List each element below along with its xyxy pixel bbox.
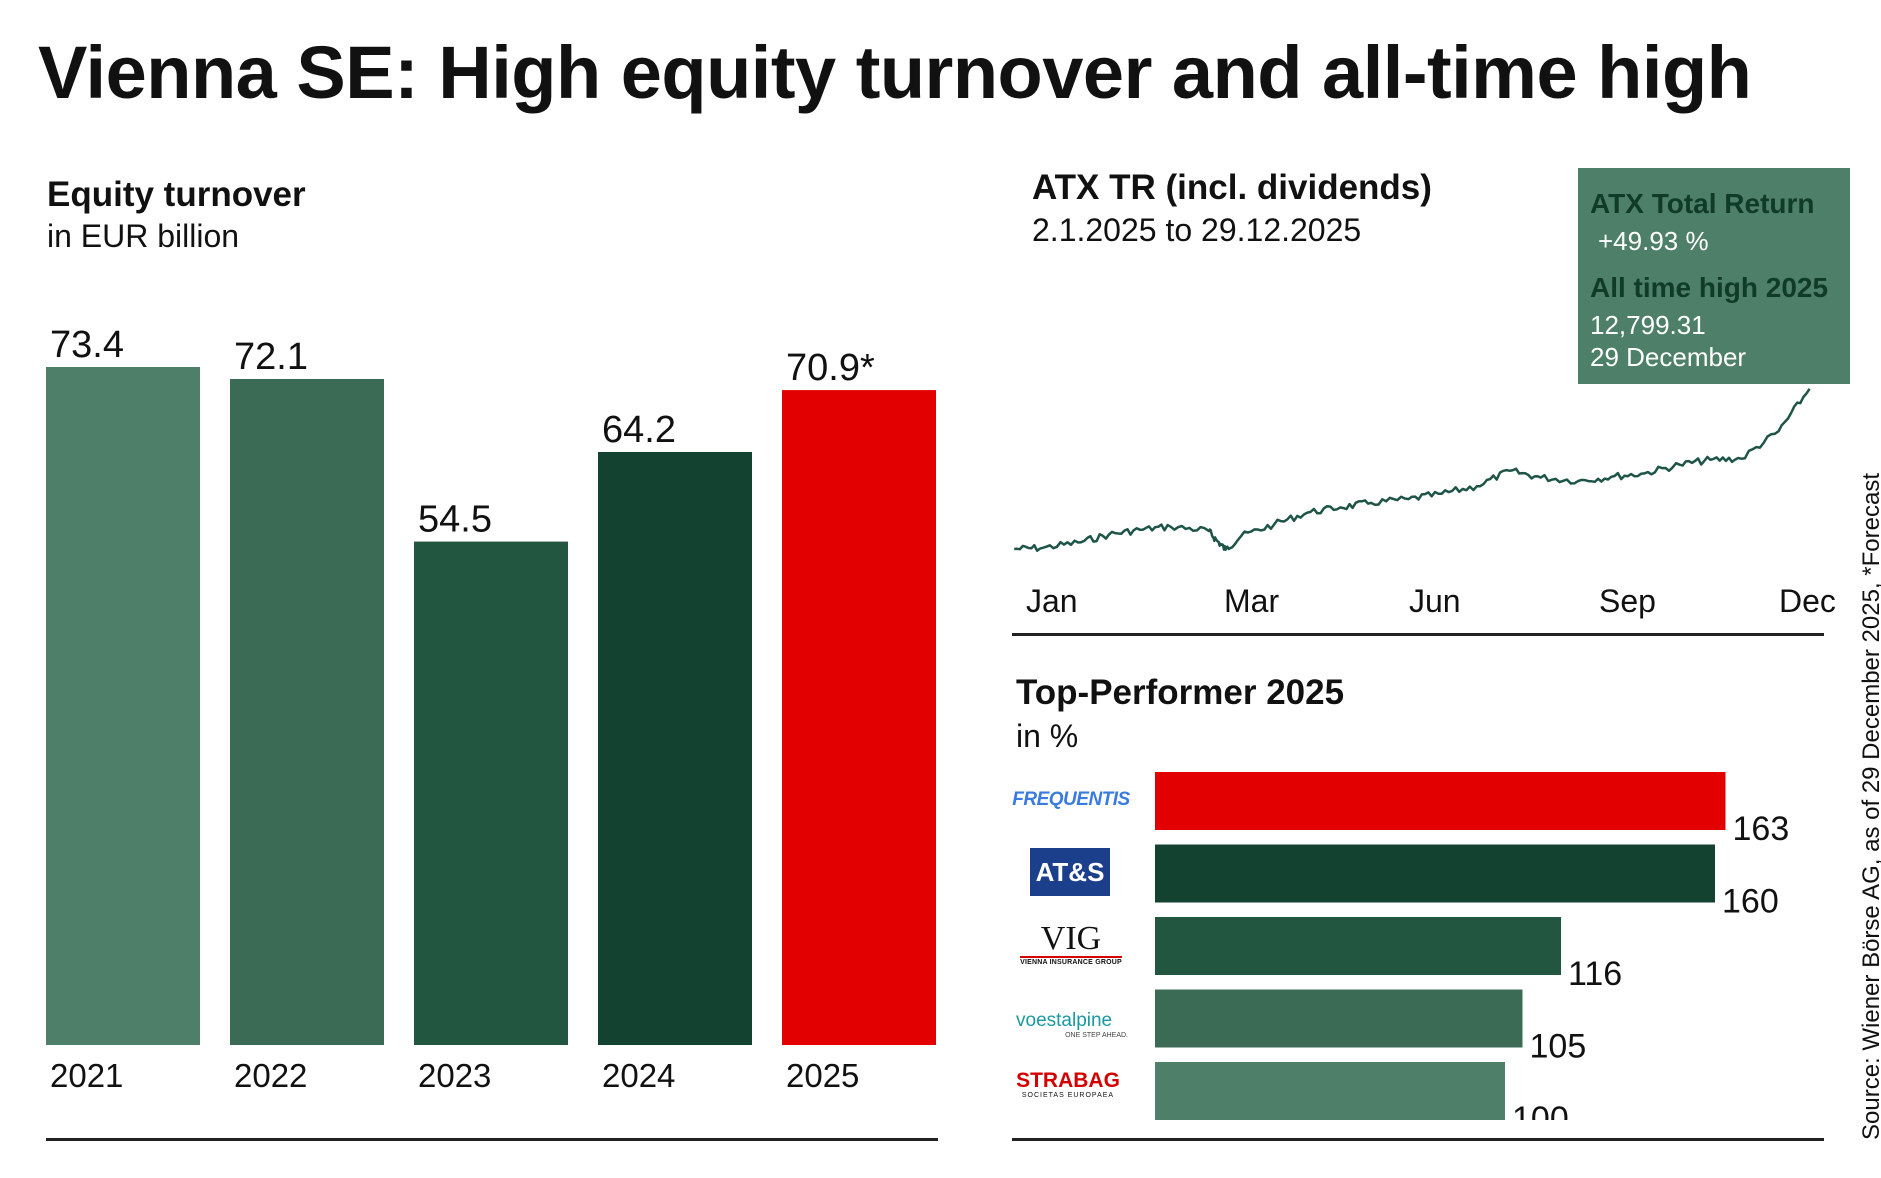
performer-value-label-2: 116 bbox=[1568, 955, 1622, 993]
bar-2021 bbox=[46, 367, 200, 1045]
performer-value-label-3: 105 bbox=[1530, 1028, 1587, 1066]
equity-turnover-subtitle: in EUR billion bbox=[47, 218, 240, 254]
voestalpine-logo: voestalpine ONE STEP AHEAD. bbox=[1016, 1004, 1128, 1044]
bar-category-label-2023: 2023 bbox=[418, 1057, 491, 1094]
total-return-label: ATX Total Return bbox=[1590, 188, 1815, 219]
frequentis-logo: FREQUENTIS bbox=[1012, 782, 1130, 818]
strabag-logo-text: STRABAG bbox=[1016, 1068, 1120, 1092]
equity-turnover-title: Equity turnover bbox=[47, 175, 306, 214]
performer-bar-0 bbox=[1155, 772, 1726, 830]
frequentis-logo-text: FREQUENTIS bbox=[1012, 789, 1130, 810]
bar-value-label-2024: 64.2 bbox=[602, 409, 676, 451]
atx-xtick-Jun: Jun bbox=[1409, 583, 1461, 619]
bar-value-label-2025: 70.9* bbox=[786, 347, 875, 389]
performer-bar-4 bbox=[1155, 1062, 1505, 1120]
top-performer-baseline-rule bbox=[1012, 1138, 1824, 1141]
equity-turnover-baseline-rule bbox=[46, 1138, 938, 1141]
atx-xtick-Sep: Sep bbox=[1599, 583, 1656, 619]
vig-logo: VIG VIENNA INSURANCE GROUP bbox=[1016, 918, 1126, 970]
source-note: Source: Wiener Börse AG, as of 29 Decemb… bbox=[1858, 473, 1881, 1140]
page-title: Vienna SE: High equity turnover and all-… bbox=[38, 31, 1752, 114]
bar-2022 bbox=[230, 379, 384, 1045]
vig-logo-text: VIG bbox=[1040, 920, 1102, 957]
voestalpine-logo-text: voestalpine bbox=[1016, 1009, 1113, 1031]
performer-bar-1 bbox=[1155, 844, 1715, 903]
strabag-logo-subtext: SOCIETAS EUROPAEA bbox=[1021, 1091, 1115, 1099]
performer-bar-2 bbox=[1155, 917, 1561, 975]
bar-category-label-2022: 2022 bbox=[234, 1057, 307, 1094]
vig-logo-subtext: VIENNA INSURANCE GROUP bbox=[1020, 956, 1122, 966]
top-performer-title: Top-Performer 2025 bbox=[1016, 673, 1345, 712]
bar-value-label-2021: 73.4 bbox=[50, 324, 124, 366]
atx-info-box: ATX Total Return +49.93 % All time high … bbox=[1578, 168, 1850, 384]
top-performer-chart: 163 160 116 105 100 bbox=[1155, 772, 1790, 1120]
performer-value-label-1: 160 bbox=[1722, 883, 1779, 921]
performer-value-label-0: 163 bbox=[1733, 810, 1790, 848]
all-time-high-date: 29 December bbox=[1590, 342, 1747, 372]
atx-subtitle: 2.1.2025 to 29.12.2025 bbox=[1032, 212, 1362, 248]
ats-logo-text: AT&S bbox=[1035, 856, 1105, 887]
bar-category-label-2024: 2024 bbox=[602, 1057, 675, 1094]
strabag-logo: STRABAG SOCIETAS EUROPAEA bbox=[1016, 1064, 1120, 1104]
atx-xtick-Mar: Mar bbox=[1224, 583, 1279, 619]
atx-title: ATX TR (incl. dividends) bbox=[1032, 168, 1432, 207]
bar-2024 bbox=[598, 451, 752, 1045]
performer-bar-3 bbox=[1155, 989, 1523, 1048]
total-return-value: +49.93 % bbox=[1598, 226, 1709, 256]
performer-value-label-4: 100 bbox=[1512, 1100, 1569, 1120]
all-time-high-label: All time high 2025 bbox=[1590, 272, 1829, 303]
atx-xtick-Jan: Jan bbox=[1026, 583, 1078, 619]
ats-logo: AT&S bbox=[1030, 848, 1110, 896]
atx-series-line bbox=[1014, 388, 1811, 552]
atx-line-chart: Jan Mar Jun Sep Dec bbox=[1014, 388, 1836, 619]
bar-2023 bbox=[414, 541, 568, 1045]
atx-xtick-Dec: Dec bbox=[1779, 583, 1836, 619]
all-time-high-value: 12,799.31 bbox=[1590, 310, 1706, 340]
voestalpine-logo-subtext: ONE STEP AHEAD. bbox=[1065, 1031, 1128, 1039]
top-performer-subtitle: in % bbox=[1016, 718, 1079, 754]
bar-category-label-2025: 2025 bbox=[786, 1057, 859, 1094]
bar-category-label-2021: 2021 bbox=[50, 1057, 123, 1094]
bar-value-label-2022: 72.1 bbox=[234, 336, 308, 378]
bar-2025 bbox=[782, 390, 936, 1045]
atx-baseline-rule bbox=[1012, 633, 1824, 636]
equity-turnover-chart: 73.4 2021 72.1 2022 54.5 2023 64.2 2024 70.9* 202… bbox=[46, 324, 936, 1094]
bar-value-label-2023: 54.5 bbox=[418, 499, 492, 541]
